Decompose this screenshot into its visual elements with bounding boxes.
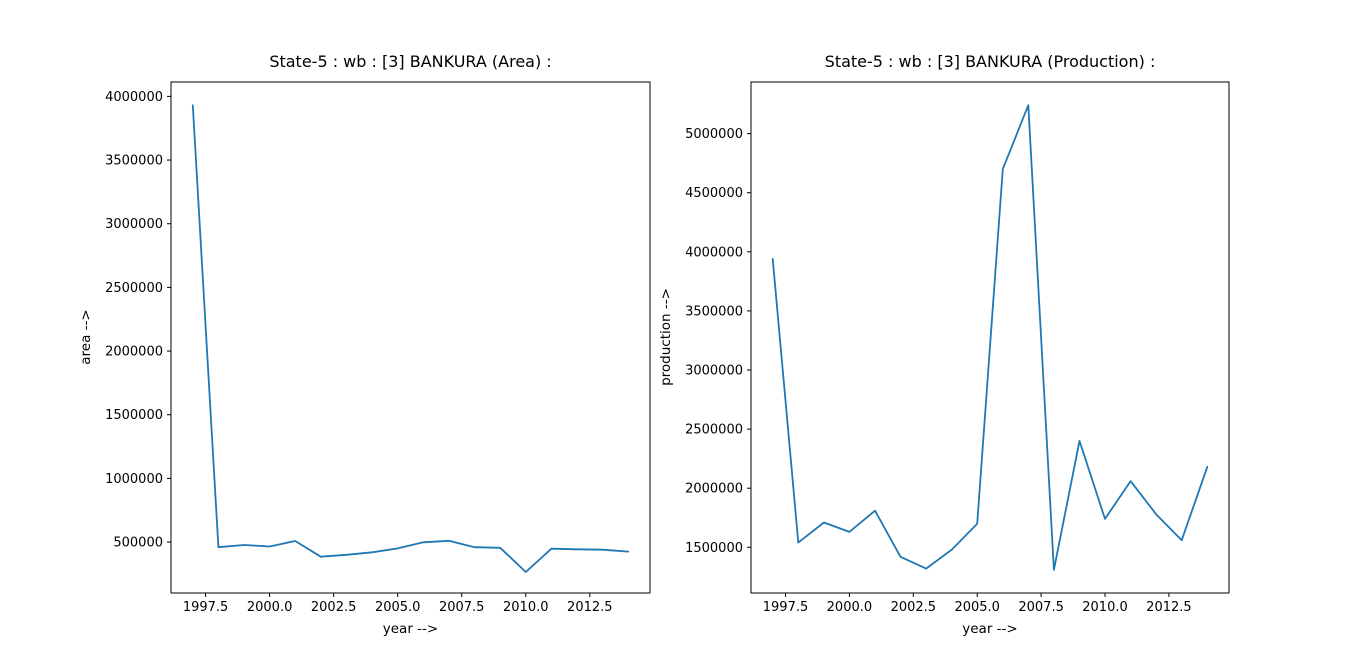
chart-title-area: State-5 : wb : [3] BANKURA (Area) : — [269, 52, 552, 71]
x-tick-label: 2002.5 — [891, 600, 937, 615]
chart-title-production: State-5 : wb : [3] BANKURA (Production) … — [824, 52, 1156, 71]
y-axis-label-area-chart: area --> — [78, 309, 94, 365]
y-tick-label: 2500000 — [105, 281, 163, 296]
y-tick-label: 3000000 — [685, 364, 743, 379]
y-tick-label: 2000000 — [685, 482, 743, 497]
x-axis-label-area-chart: year --> — [382, 621, 439, 637]
y-tick-label: 500000 — [113, 536, 163, 551]
y-tick-label: 1000000 — [105, 472, 163, 487]
y-tick-label: 4000000 — [105, 90, 163, 105]
y-tick-label: 5000000 — [685, 127, 743, 142]
x-tick-label: 2005.0 — [375, 600, 421, 615]
x-tick-label: 1997.5 — [763, 600, 809, 615]
x-axis-label-production-chart: year --> — [962, 621, 1018, 637]
x-tick-label: 1997.5 — [183, 600, 229, 615]
y-tick-label: 2500000 — [685, 423, 743, 438]
data-line-series — [191, 104, 630, 573]
y-tick-label: 1500000 — [105, 408, 163, 423]
data-line-series — [771, 104, 1209, 571]
y-tick-label: 3500000 — [685, 304, 743, 319]
x-tick-label: 2012.5 — [567, 600, 613, 615]
x-tick-label: 2000.0 — [247, 600, 293, 615]
y-axis-label-production-chart: production --> — [658, 288, 674, 386]
y-tick-label: 1500000 — [685, 541, 743, 556]
x-tick-label: 2002.5 — [311, 600, 357, 615]
x-tick-label: 2000.0 — [827, 600, 873, 615]
x-tick-label: 2005.0 — [954, 600, 1000, 615]
x-tick-label: 2010.0 — [503, 600, 549, 615]
y-tick-label: 3000000 — [105, 217, 163, 232]
y-tick-label: 4000000 — [685, 245, 743, 260]
x-tick-label: 2012.5 — [1146, 600, 1192, 615]
x-tick-label: 2007.5 — [439, 600, 485, 615]
y-tick-label: 3500000 — [105, 154, 163, 169]
x-tick-label: 2010.0 — [1082, 600, 1128, 615]
y-tick-label: 4500000 — [685, 186, 743, 201]
x-tick-label: 2007.5 — [1018, 600, 1064, 615]
y-tick-label: 2000000 — [105, 345, 163, 360]
axes-box — [750, 81, 1230, 594]
axes-box — [170, 81, 651, 594]
